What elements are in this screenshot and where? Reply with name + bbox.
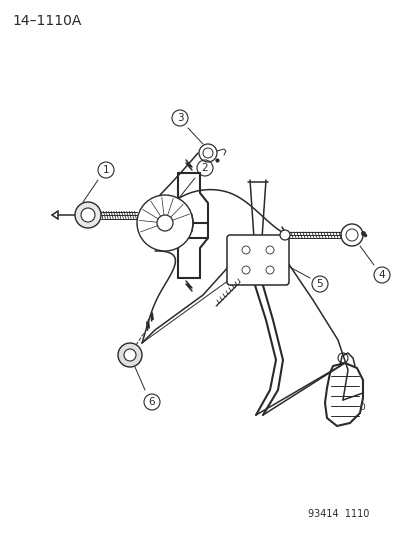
Circle shape <box>279 230 289 240</box>
Text: 3: 3 <box>176 113 183 123</box>
Circle shape <box>137 195 192 251</box>
Text: 6: 6 <box>148 397 155 407</box>
Text: 4: 4 <box>378 270 385 280</box>
Circle shape <box>81 208 95 222</box>
Text: 0: 0 <box>358 403 364 412</box>
Circle shape <box>118 343 142 367</box>
Text: 93414  1110: 93414 1110 <box>307 509 368 519</box>
Circle shape <box>157 215 173 231</box>
Text: 2: 2 <box>201 163 208 173</box>
Circle shape <box>75 202 101 228</box>
Text: 5: 5 <box>316 279 323 289</box>
Circle shape <box>124 349 136 361</box>
Text: 14–1110A: 14–1110A <box>12 14 81 28</box>
FancyBboxPatch shape <box>226 235 288 285</box>
Text: 1: 1 <box>102 165 109 175</box>
